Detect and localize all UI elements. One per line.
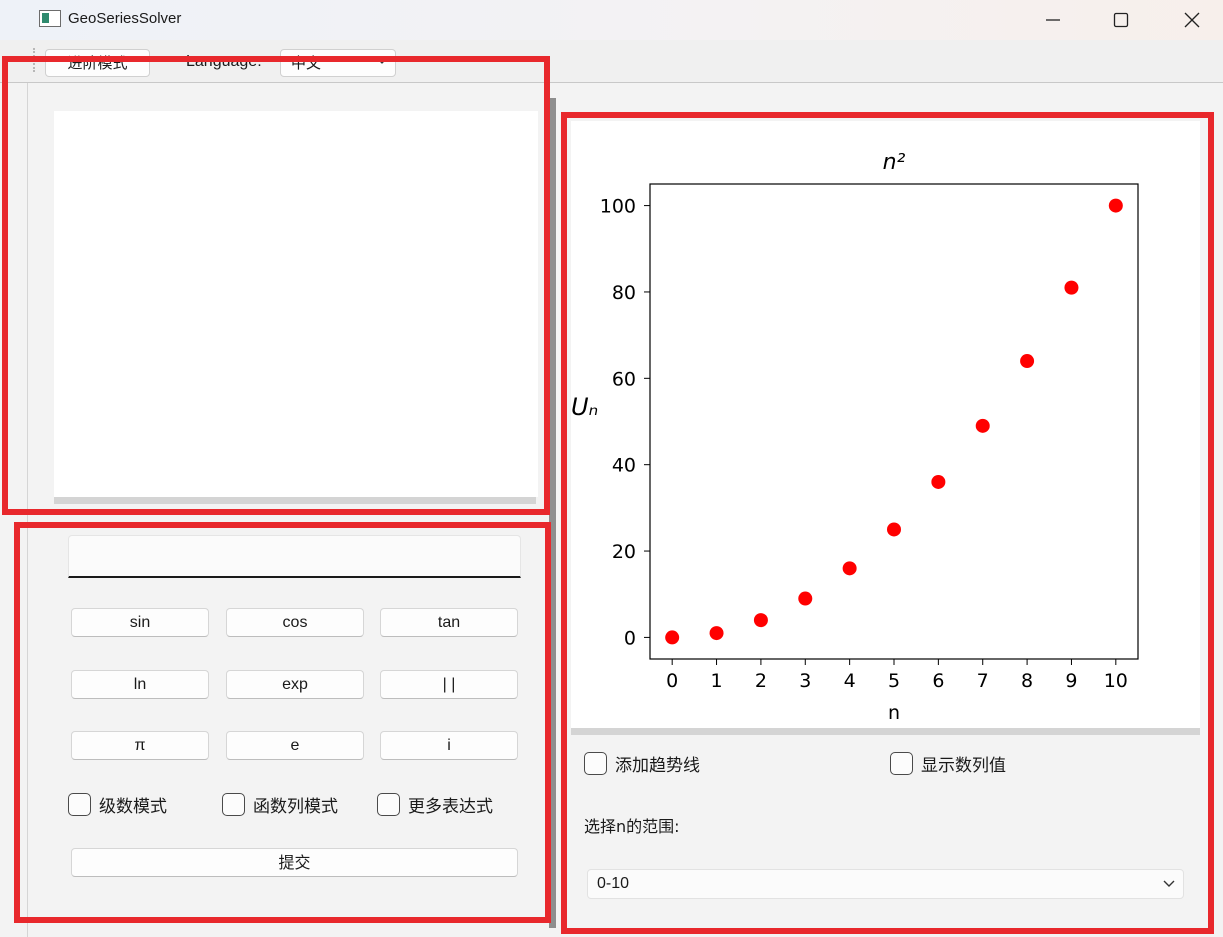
plot-frame <box>649 183 1139 660</box>
toolbar: 进阶模式 Language: 中文 <box>0 40 1223 83</box>
advanced-mode-button[interactable]: 进阶模式 <box>45 49 150 77</box>
data-point <box>1064 280 1079 295</box>
window-left-edge <box>27 83 28 937</box>
x-tick-label: 7 <box>977 670 989 692</box>
language-label: Language: <box>186 53 262 70</box>
e-button[interactable]: e <box>226 731 364 760</box>
window-title: GeoSeriesSolver <box>68 10 182 27</box>
abs-button[interactable]: | | <box>380 670 518 699</box>
data-point <box>975 418 990 433</box>
more-expressions-label: 更多表达式 <box>408 797 493 817</box>
function-sequence-mode-label: 函数列模式 <box>253 797 338 817</box>
more-expressions-checkbox[interactable]: 更多表达式 <box>377 792 493 817</box>
i-button[interactable]: i <box>380 731 518 760</box>
expression-preview <box>54 111 538 497</box>
show-values-label: 显示数列值 <box>921 756 1006 776</box>
x-tick-label: 8 <box>1021 670 1033 692</box>
data-point <box>1020 354 1035 369</box>
data-point <box>931 474 946 489</box>
chevron-down-icon <box>377 58 387 64</box>
series-mode-checkbox[interactable]: 级数模式 <box>68 792 167 817</box>
sin-button[interactable]: sin <box>71 608 209 637</box>
chart-panel: 0 1 2 3 4 5 6 7 8 9 10 0 20 40 60 80 100 n² n Uₙ <box>571 121 1200 728</box>
x-tick-label: 10 <box>1104 670 1128 692</box>
close-button[interactable] <box>1162 0 1222 40</box>
maximize-icon <box>1113 12 1129 28</box>
ln-button[interactable]: ln <box>71 670 209 699</box>
x-tick-label: 1 <box>710 670 722 692</box>
y-tick-label: 20 <box>612 541 636 563</box>
x-tick-label: 9 <box>1065 670 1077 692</box>
range-select[interactable]: 0-10 <box>587 869 1184 899</box>
language-select-value: 中文 <box>291 54 322 72</box>
maximize-button[interactable] <box>1091 0 1151 40</box>
minimize-button[interactable] <box>1023 0 1083 40</box>
x-tick-label: 5 <box>888 670 900 692</box>
y-tick-label: 80 <box>612 282 636 304</box>
chart-title: n² <box>883 150 906 175</box>
add-trendline-label: 添加趋势线 <box>615 756 700 776</box>
chart-horizontal-scrollbar[interactable] <box>571 728 1200 735</box>
data-point <box>753 613 768 628</box>
y-axis-label: Uₙ <box>571 393 598 421</box>
x-tick-label: 4 <box>844 670 856 692</box>
y-tick-label: 40 <box>612 455 636 477</box>
x-tick-label: 3 <box>799 670 811 692</box>
checkbox-box[interactable] <box>377 793 400 816</box>
cos-button[interactable]: cos <box>226 608 364 637</box>
data-point <box>665 630 680 645</box>
toolbar-grip[interactable] <box>33 48 35 72</box>
expression-input[interactable] <box>68 535 521 578</box>
chevron-down-icon <box>1163 880 1175 887</box>
tan-button[interactable]: tan <box>380 608 518 637</box>
preview-horizontal-scrollbar[interactable] <box>54 497 536 504</box>
y-tick-label: 100 <box>600 196 636 218</box>
language-select[interactable]: 中文 <box>280 49 396 77</box>
pi-button[interactable]: π <box>71 731 209 760</box>
add-trendline-checkbox[interactable]: 添加趋势线 <box>584 751 700 776</box>
series-mode-label: 级数模式 <box>99 797 167 817</box>
submit-button[interactable]: 提交 <box>71 848 518 877</box>
range-label: 选择n的范围: <box>584 817 680 836</box>
app-window-icon <box>39 10 61 27</box>
title-bar: GeoSeriesSolver <box>0 0 1223 40</box>
checkbox-box[interactable] <box>584 752 607 775</box>
data-point <box>1108 198 1123 213</box>
close-icon <box>1184 12 1200 28</box>
range-select-value: 0-10 <box>597 875 630 892</box>
checkbox-box[interactable] <box>68 793 91 816</box>
data-point <box>709 626 724 641</box>
exp-button[interactable]: exp <box>226 670 364 699</box>
function-sequence-mode-checkbox[interactable]: 函数列模式 <box>222 792 338 817</box>
data-point <box>798 591 813 606</box>
minimize-icon <box>1046 19 1060 21</box>
x-tick-label: 2 <box>755 670 767 692</box>
x-tick-label: 6 <box>932 670 944 692</box>
x-tick-label: 0 <box>666 670 678 692</box>
show-values-checkbox[interactable]: 显示数列值 <box>890 751 1006 776</box>
y-tick-label: 60 <box>612 368 636 390</box>
panel-splitter[interactable] <box>549 98 556 928</box>
x-axis-label: n <box>888 702 900 724</box>
y-tick-label: 0 <box>624 627 636 649</box>
data-point <box>887 522 901 537</box>
checkbox-box[interactable] <box>222 793 245 816</box>
data-point <box>842 561 857 576</box>
checkbox-box[interactable] <box>890 752 913 775</box>
